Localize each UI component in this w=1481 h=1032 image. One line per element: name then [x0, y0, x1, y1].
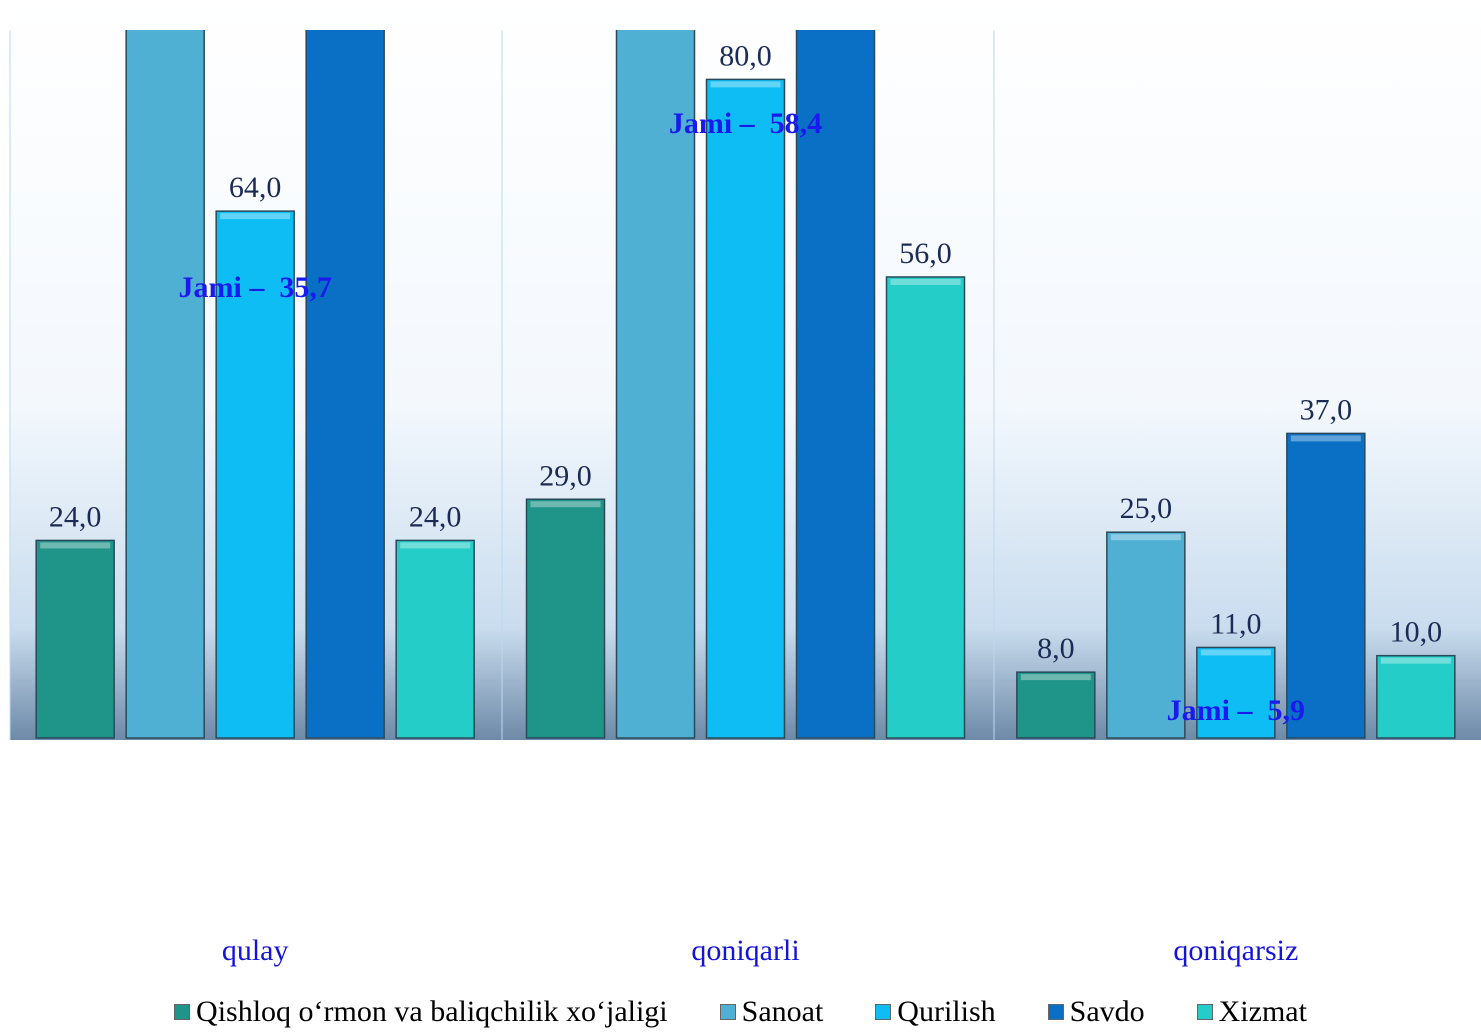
x-tick-label: qoniqarli [691, 934, 799, 967]
bar-highlight [400, 542, 471, 549]
bar-highlight [1200, 649, 1271, 656]
bar-highlight [40, 542, 111, 549]
legend-item: Qishloq o‘rmon va baliqchilik xo‘jaligi [174, 992, 668, 1032]
data-label: 37,0 [1300, 393, 1353, 426]
annotation: Jami – 58,4 [669, 107, 822, 140]
bar-highlight [1290, 435, 1361, 442]
legend-swatch [174, 1004, 191, 1020]
legend-label: Qurilish [897, 995, 996, 1028]
data-label: 10,0 [1390, 616, 1443, 649]
legend-label: Sanoat [741, 995, 824, 1028]
x-tick-label: qoniqarsiz [1173, 934, 1298, 967]
data-label: 11,0 [1210, 607, 1261, 640]
bar [885, 276, 966, 739]
bar-highlight [1020, 674, 1091, 681]
data-label: 80,0 [719, 39, 772, 72]
annotation: Jami – 35,7 [179, 271, 332, 304]
legend-swatch [875, 1004, 892, 1020]
bar [705, 78, 786, 739]
labels: qulay 24,0 64,0 24,0 Jami – 35,7 qoniqarli 29,… [49, 39, 1442, 967]
legend-swatch [1196, 1004, 1213, 1020]
bar [795, 30, 876, 739]
bar [395, 539, 475, 739]
data-label: 64,0 [229, 171, 282, 204]
data-label: 8,0 [1037, 632, 1075, 665]
bar-highlight [220, 213, 291, 220]
bar [1286, 432, 1366, 739]
bar-highlight [890, 278, 961, 285]
bar [1196, 646, 1276, 739]
bar [1106, 531, 1186, 739]
data-label: 56,0 [899, 237, 952, 270]
data-label: 29,0 [539, 459, 592, 492]
legend-item: Xizmat [1196, 992, 1307, 1032]
bar-highlight [1380, 657, 1451, 664]
bar [305, 30, 385, 739]
bar [525, 498, 606, 739]
bar [215, 210, 295, 739]
legend-item: Qurilish [875, 992, 996, 1032]
legend-label: Savdo [1069, 995, 1145, 1028]
legend: Qishloq o‘rmon va baliqchilik xo‘jaligi S… [0, 992, 1481, 1032]
data-label: 25,0 [1120, 492, 1173, 525]
legend-swatch [719, 1004, 736, 1020]
bar-highlight [530, 501, 601, 508]
bar [125, 30, 205, 739]
legend-item: Sanoat [719, 992, 824, 1032]
annotation: Jami – 5,9 [1167, 694, 1305, 727]
legend-item: Savdo [1047, 992, 1145, 1032]
chart: qulay 24,0 64,0 24,0 Jami – 35,7 qoniqarli 29,… [9, 0, 1481, 967]
bar [615, 30, 696, 739]
bar [35, 539, 115, 739]
legend-label: Qishloq o‘rmon va baliqchilik xo‘jaligi [196, 995, 668, 1028]
bar-highlight [710, 81, 781, 88]
legend-swatch [1047, 1004, 1064, 1020]
bar [1376, 654, 1456, 739]
bar [1016, 671, 1096, 739]
legend-label: Xizmat [1218, 995, 1307, 1028]
x-tick-label: qulay [222, 934, 289, 967]
data-label: 24,0 [409, 500, 462, 533]
data-label: 24,0 [49, 500, 102, 533]
bar-highlight [1110, 534, 1181, 541]
bars [35, 30, 1456, 739]
